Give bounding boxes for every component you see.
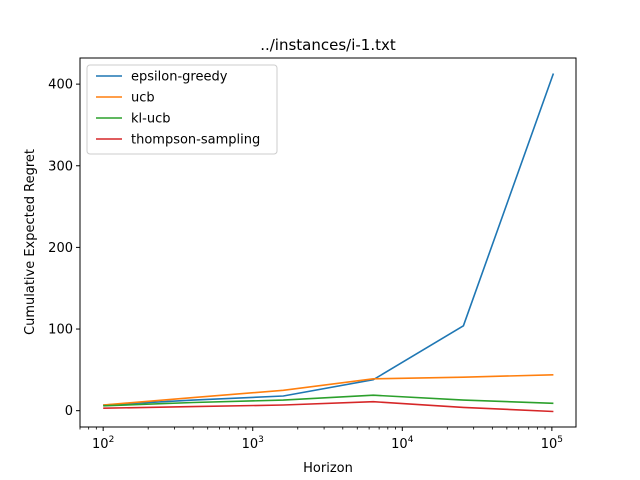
y-tick-label: 400 (48, 78, 73, 93)
y-tick-label: 100 (48, 323, 73, 338)
x-tick-base: 10 (391, 437, 408, 452)
x-axis-label: Horizon (303, 461, 353, 476)
legend-label-2: kl-ucb (131, 112, 170, 127)
y-tick-label: 0 (65, 404, 73, 419)
series-line-0 (103, 73, 555, 406)
series-line-3 (103, 400, 554, 413)
axes-frame (79, 57, 577, 428)
x-tick-label: 102 (92, 435, 114, 452)
legend: epsilon-greedy ucb kl-ucb thompson-sampling (86, 64, 278, 155)
chart-title: ../instances/i-1.txt (260, 36, 396, 54)
x-tick-label: 104 (391, 435, 414, 452)
x-tick-label: 105 (541, 435, 563, 452)
y-tick-label: 300 (48, 159, 73, 174)
x-tick-base: 10 (242, 437, 259, 452)
y-axis-label: Cumulative Expected Regret (23, 149, 38, 335)
x-tick-base: 10 (541, 437, 558, 452)
x-tick-exponent: 2 (109, 435, 115, 445)
legend-label-1: ucb (131, 91, 155, 106)
x-tick-exponent: 5 (557, 435, 563, 445)
legend-box (86, 64, 278, 155)
series-line-2 (103, 394, 554, 407)
legend-entries: epsilon-greedy ucb kl-ucb thompson-sampling (96, 70, 260, 148)
y-tick-label: 200 (48, 241, 73, 256)
x-tick-exponent: 4 (408, 435, 414, 445)
legend-label-0: epsilon-greedy (131, 70, 228, 85)
x-tick-exponent: 3 (258, 435, 264, 445)
legend-label-3: thompson-sampling (131, 133, 260, 148)
series-line-1 (103, 374, 554, 406)
x-tick-label: 103 (242, 435, 264, 452)
x-tick-base: 10 (92, 437, 109, 452)
series-layer (103, 73, 555, 413)
